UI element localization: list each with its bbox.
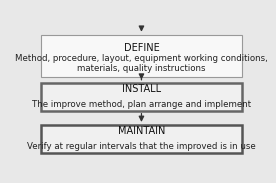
FancyBboxPatch shape [41, 125, 242, 153]
Text: MAINTAIN: MAINTAIN [118, 126, 165, 136]
Text: Verify at regular intervals that the improved is in use: Verify at regular intervals that the imp… [27, 142, 256, 151]
Text: INSTALL: INSTALL [122, 84, 161, 94]
Text: The improve method, plan arrange and implement: The improve method, plan arrange and imp… [32, 100, 251, 109]
Text: DEFINE: DEFINE [124, 43, 159, 53]
Text: Method, procedure, layout, equipment working conditions,
materials, quality inst: Method, procedure, layout, equipment wor… [15, 54, 268, 73]
FancyBboxPatch shape [41, 83, 242, 111]
FancyBboxPatch shape [41, 35, 242, 77]
